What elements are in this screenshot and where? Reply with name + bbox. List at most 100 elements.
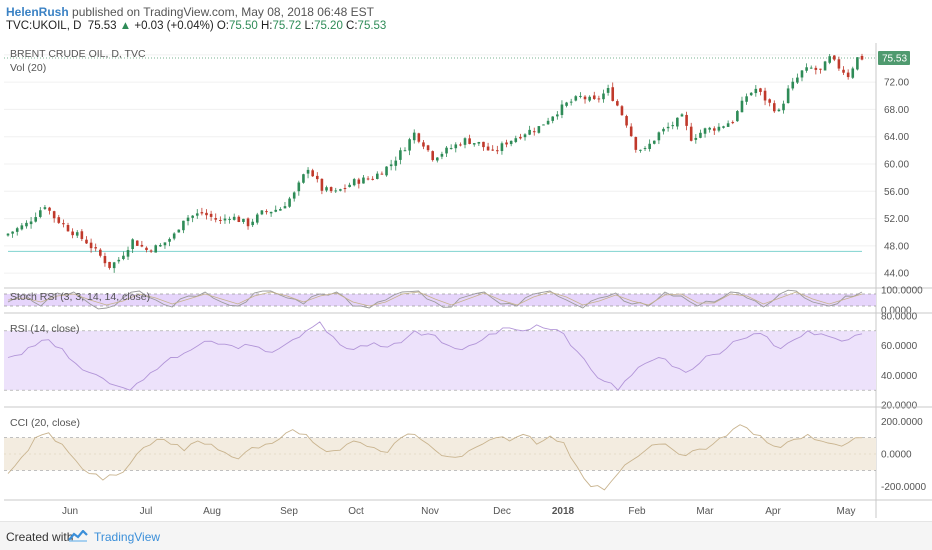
time-tick-label: Sep <box>280 506 298 517</box>
candle-body <box>246 218 250 227</box>
rsi-tick-label: 40.0000 <box>881 371 918 382</box>
change-value: +0.03 (+0.04%) <box>134 20 214 32</box>
price-pane[interactable]: BRENT CRUDE OIL, D, TVC Vol (20) 76.0072… <box>4 43 910 518</box>
candle-body <box>542 124 545 126</box>
candle-body <box>255 214 259 223</box>
candle-body <box>62 223 65 225</box>
candle-body <box>708 127 711 130</box>
candle-body <box>283 206 287 209</box>
chart-area[interactable]: BRENT CRUDE OIL, D, TVC Vol (20) 76.0072… <box>0 40 932 521</box>
candle-body <box>712 128 716 131</box>
open-value: 75.50 <box>229 20 258 32</box>
candle-body <box>768 99 771 103</box>
cci-pane[interactable]: CCI (20, close) 200.0000 0.0000 -200.0000 <box>4 406 932 493</box>
candle-body <box>11 231 14 234</box>
candle-body <box>823 61 827 71</box>
rsi-tick-label: 60.0000 <box>881 341 918 352</box>
candle-body <box>389 164 393 167</box>
candle-body <box>833 55 836 60</box>
candle-body <box>6 233 10 236</box>
price-tick-label: 64.00 <box>884 132 909 143</box>
candle-body <box>149 250 153 252</box>
rsi-pane[interactable]: RSI (14, close) 80.0000 60.0000 40.0000 20.… <box>4 312 932 412</box>
author-link[interactable]: HelenRush <box>6 5 69 19</box>
time-tick-label: Oct <box>348 506 364 517</box>
tradingview-link[interactable]: TradingView <box>94 530 161 544</box>
candle-body <box>532 131 536 133</box>
candle-body <box>731 122 735 124</box>
candle-body <box>565 102 568 106</box>
candle-body <box>228 218 231 220</box>
candle-body <box>75 232 79 236</box>
candle-body <box>20 225 24 230</box>
chart-header: HelenRush published on TradingView.com, … <box>0 0 932 40</box>
time-tick-label: Dec <box>493 506 511 517</box>
candle-body <box>89 242 93 249</box>
candle-body <box>135 240 139 246</box>
cci-label: CCI (20, close) <box>10 417 80 429</box>
candle-body <box>726 123 730 127</box>
candle-body <box>292 192 296 199</box>
stoch-rsi-pane[interactable]: Stoch RSI (3, 3, 14, 14, close) 100.0000… <box>4 286 932 317</box>
candle-body <box>34 217 37 222</box>
candle-body <box>191 215 194 218</box>
time-axis[interactable]: Jun Jul Aug Sep Oct Nov Dec 2018 Feb Mar Apr May <box>62 506 856 517</box>
price-tick-label: 48.00 <box>884 241 909 252</box>
last-price-tag: 75.53 <box>878 51 910 66</box>
candle-body <box>703 128 707 134</box>
candle-body <box>454 144 458 149</box>
candle-body <box>325 187 328 191</box>
candle-body <box>819 68 822 70</box>
price-tick-label: 56.00 <box>884 187 909 198</box>
candle-body <box>597 98 601 100</box>
candle-body <box>445 147 448 154</box>
candle-body <box>699 132 702 138</box>
candle-body <box>265 211 268 213</box>
symbol-label[interactable]: TVC:UKOIL, D <box>6 20 82 32</box>
last-price: 75.53 <box>87 20 117 32</box>
candle-body <box>528 129 531 135</box>
candle-body <box>371 178 374 180</box>
candle-body <box>837 59 841 69</box>
candle-body <box>334 190 338 192</box>
candle-body <box>805 67 808 71</box>
chart-title: BRENT CRUDE OIL, D, TVC <box>10 48 146 60</box>
rsi-label: RSI (14, close) <box>10 323 79 335</box>
candle-body <box>320 178 324 191</box>
candle-body <box>422 142 425 147</box>
candle-body <box>800 70 804 78</box>
candle-body <box>385 166 388 176</box>
time-tick-label: Mar <box>696 506 714 517</box>
candle-body <box>103 256 107 264</box>
time-tick-label: Jul <box>140 506 153 517</box>
candle-body <box>99 249 102 256</box>
candle-body <box>856 57 859 70</box>
candle-body <box>357 179 361 184</box>
candle-body <box>786 88 790 104</box>
candle-body <box>274 209 278 212</box>
candle-body <box>569 101 573 103</box>
price-tick-label: 60.00 <box>884 160 909 171</box>
candle-body <box>209 213 213 217</box>
candle-body <box>772 103 776 112</box>
rsi-tick-label: 80.0000 <box>881 312 918 323</box>
up-arrow-icon: ▲ <box>119 20 132 32</box>
candle-body <box>523 134 527 138</box>
candle-body <box>108 261 111 268</box>
candle-body <box>459 144 462 146</box>
candle-body <box>629 126 633 137</box>
tradingview-logo-icon <box>68 530 88 542</box>
candle-body <box>366 178 370 180</box>
candle-body <box>472 143 476 145</box>
candle-body <box>399 150 402 160</box>
candle-body <box>431 151 434 161</box>
candle-body <box>131 239 134 250</box>
candle-body <box>412 132 416 141</box>
candle-body <box>251 221 254 226</box>
candle-body <box>477 141 481 144</box>
candle-body <box>796 77 799 83</box>
high-label: H: <box>260 20 273 32</box>
candle-body <box>29 221 33 225</box>
price-tick-label: 44.00 <box>884 269 909 280</box>
candle-body <box>94 247 98 249</box>
